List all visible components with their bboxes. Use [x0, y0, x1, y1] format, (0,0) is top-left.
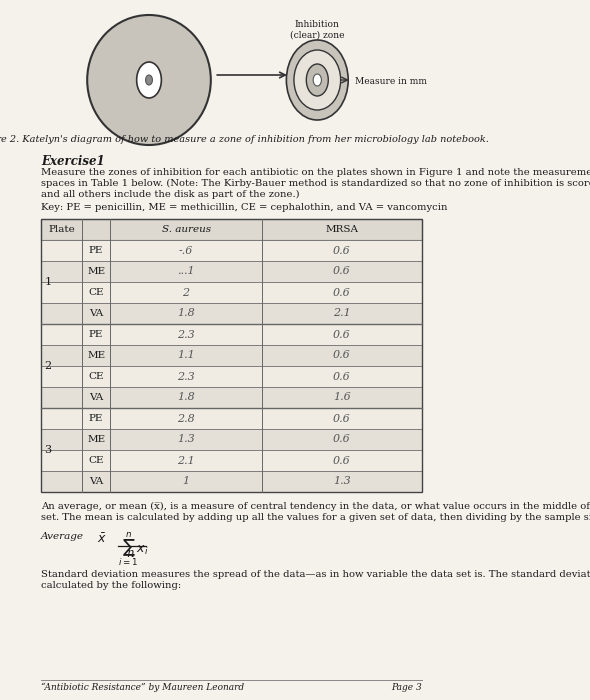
Text: $\sum_{i=1}^{n} x_i$: $\sum_{i=1}^{n} x_i$ — [118, 530, 149, 568]
Ellipse shape — [87, 15, 211, 145]
FancyBboxPatch shape — [41, 429, 422, 450]
Text: CE: CE — [88, 372, 104, 381]
Text: 0.6: 0.6 — [333, 414, 351, 424]
Text: 2.8: 2.8 — [177, 414, 195, 424]
FancyBboxPatch shape — [41, 303, 422, 324]
Text: 1.3: 1.3 — [333, 477, 351, 486]
Text: Measure in mm: Measure in mm — [355, 78, 427, 87]
Text: “Antibiotic Resistance” by Maureen Leonard: “Antibiotic Resistance” by Maureen Leona… — [41, 683, 244, 692]
Text: 1: 1 — [44, 277, 51, 287]
Text: 2.1: 2.1 — [177, 456, 195, 466]
Text: set. The mean is calculated by adding up all the values for a given set of data,: set. The mean is calculated by adding up… — [41, 513, 590, 522]
Text: -.6: -.6 — [179, 246, 194, 256]
Text: Inhibition
(clear) zone: Inhibition (clear) zone — [290, 20, 345, 39]
FancyBboxPatch shape — [41, 471, 422, 492]
Text: Measure the zones of inhibition for each antibiotic on the plates shown in Figur: Measure the zones of inhibition for each… — [41, 168, 590, 177]
Text: 1.8: 1.8 — [177, 309, 195, 318]
Text: 0.6: 0.6 — [333, 330, 351, 340]
FancyBboxPatch shape — [41, 387, 422, 408]
Text: n: n — [127, 547, 135, 560]
Text: 2.3: 2.3 — [177, 372, 195, 382]
FancyBboxPatch shape — [41, 345, 422, 366]
Text: PE: PE — [89, 330, 103, 339]
Text: ME: ME — [87, 267, 105, 276]
Text: 2: 2 — [182, 288, 189, 298]
Text: Standard deviation measures the spread of the data—as in how variable the data s: Standard deviation measures the spread o… — [41, 570, 590, 579]
Text: 1.3: 1.3 — [177, 435, 195, 444]
Text: 0.6: 0.6 — [333, 456, 351, 466]
Text: spaces in Table 1 below. (Note: The Kirby-Bauer method is standardized so that n: spaces in Table 1 below. (Note: The Kirb… — [41, 179, 590, 188]
Ellipse shape — [286, 40, 348, 120]
Text: VA: VA — [89, 393, 103, 402]
Text: 2: 2 — [44, 361, 51, 371]
Ellipse shape — [294, 50, 340, 110]
Text: 1.6: 1.6 — [333, 393, 351, 402]
FancyBboxPatch shape — [41, 219, 422, 240]
FancyBboxPatch shape — [41, 450, 422, 471]
FancyBboxPatch shape — [41, 408, 422, 429]
Text: Page 3: Page 3 — [391, 683, 422, 692]
Text: CE: CE — [88, 288, 104, 297]
Text: MRSA: MRSA — [326, 225, 359, 234]
Circle shape — [146, 75, 152, 85]
Text: PE: PE — [89, 414, 103, 423]
Text: CE: CE — [88, 456, 104, 465]
FancyBboxPatch shape — [41, 261, 422, 282]
Text: ...1: ...1 — [177, 267, 195, 276]
Circle shape — [306, 64, 328, 96]
Text: calculated by the following:: calculated by the following: — [41, 581, 182, 590]
Text: 2.1: 2.1 — [333, 309, 351, 318]
Text: Exercise1: Exercise1 — [41, 155, 105, 168]
Text: 1.1: 1.1 — [177, 351, 195, 360]
Text: 0.6: 0.6 — [333, 435, 351, 444]
Text: and all others include the disk as part of the zone.): and all others include the disk as part … — [41, 190, 300, 199]
FancyBboxPatch shape — [41, 324, 422, 345]
Text: VA: VA — [89, 477, 103, 486]
Text: VA: VA — [89, 309, 103, 318]
Text: 0.6: 0.6 — [333, 351, 351, 360]
Text: Key: PE = penicillin, ME = methicillin, CE = cephalothin, and VA = vancomycin: Key: PE = penicillin, ME = methicillin, … — [41, 203, 448, 212]
Text: $\bar{x}$: $\bar{x}$ — [97, 532, 107, 545]
Text: Figure 2. Katelyn's diagram of how to measure a zone of inhibition from her micr: Figure 2. Katelyn's diagram of how to me… — [0, 135, 489, 144]
Circle shape — [313, 74, 322, 86]
Text: 1.8: 1.8 — [177, 393, 195, 402]
Circle shape — [137, 62, 162, 98]
Text: S. aureus: S. aureus — [162, 225, 211, 234]
Text: 3: 3 — [44, 445, 51, 455]
Text: An average, or mean (x̅), is a measure of central tendency in the data, or what : An average, or mean (x̅), is a measure o… — [41, 502, 590, 511]
Text: Average: Average — [41, 532, 84, 541]
FancyBboxPatch shape — [41, 366, 422, 387]
Text: 0.6: 0.6 — [333, 246, 351, 256]
Text: PE: PE — [89, 246, 103, 255]
Text: 2.3: 2.3 — [177, 330, 195, 340]
Text: 0.6: 0.6 — [333, 288, 351, 298]
Text: Plate: Plate — [48, 225, 75, 234]
Text: ME: ME — [87, 435, 105, 444]
Text: 0.6: 0.6 — [333, 267, 351, 276]
FancyBboxPatch shape — [41, 240, 422, 261]
Text: 0.6: 0.6 — [333, 372, 351, 382]
Text: ME: ME — [87, 351, 105, 360]
FancyBboxPatch shape — [41, 282, 422, 303]
Text: 1: 1 — [182, 477, 189, 486]
